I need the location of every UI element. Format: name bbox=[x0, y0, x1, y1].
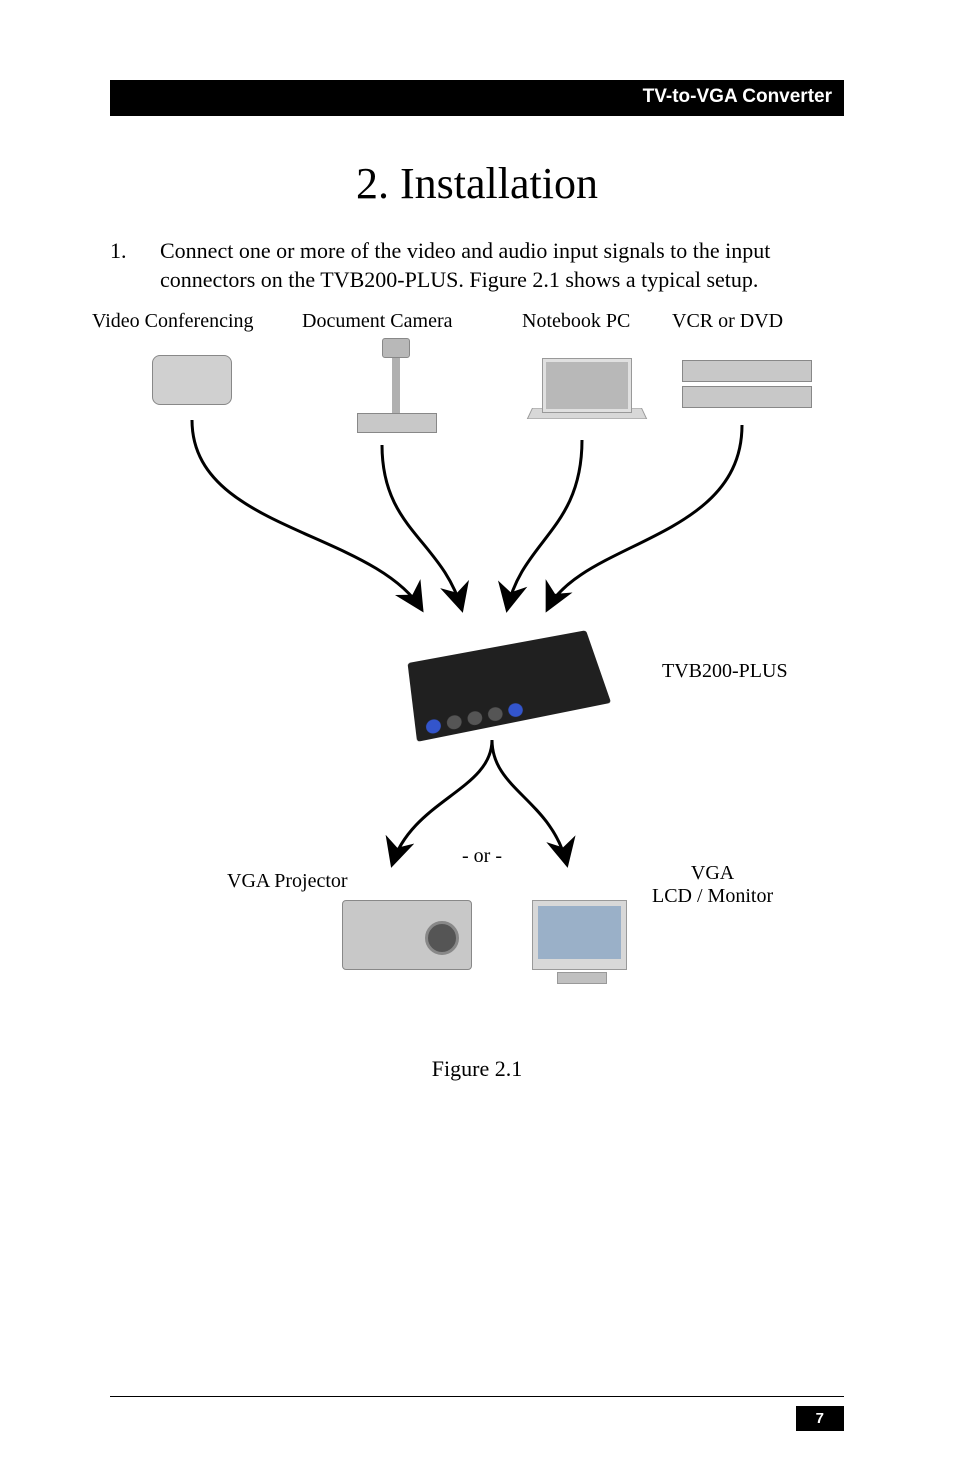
figure-caption: Figure 2.1 bbox=[110, 1056, 844, 1082]
device-vga-projector bbox=[342, 900, 472, 980]
header-product-name: TV-to-VGA Converter bbox=[643, 86, 832, 107]
footer-divider bbox=[110, 1396, 844, 1397]
input-label-video-conferencing: Video Conferencing bbox=[92, 310, 254, 333]
device-tvb200-plus bbox=[408, 630, 612, 742]
device-vga-monitor bbox=[532, 900, 632, 990]
output-label-projector: VGA Projector bbox=[227, 870, 348, 893]
input-label-document-camera: Document Camera bbox=[302, 310, 453, 333]
step-1-text: Connect one or more of the video and aud… bbox=[160, 237, 844, 294]
input-label-notebook-pc: Notebook PC bbox=[522, 310, 630, 333]
converter-label: TVB200-PLUS bbox=[662, 660, 788, 683]
output-label-monitor: VGA LCD / Monitor bbox=[652, 862, 773, 908]
device-document-camera bbox=[342, 338, 452, 433]
input-label-vcr-dvd: VCR or DVD bbox=[672, 310, 783, 333]
device-video-conferencing bbox=[152, 355, 232, 405]
chapter-title: 2. Installation bbox=[110, 158, 844, 209]
setup-diagram: Video Conferencing Document Camera Noteb… bbox=[112, 310, 842, 1040]
step-1-number: 1. bbox=[110, 237, 160, 294]
device-notebook-pc bbox=[532, 358, 642, 428]
or-label: - or - bbox=[462, 845, 502, 868]
step-1: 1. Connect one or more of the video and … bbox=[110, 237, 844, 294]
header-bar: TV-to-VGA Converter bbox=[110, 80, 844, 116]
page-number: 7 bbox=[796, 1406, 844, 1431]
device-vcr-dvd bbox=[682, 360, 812, 410]
